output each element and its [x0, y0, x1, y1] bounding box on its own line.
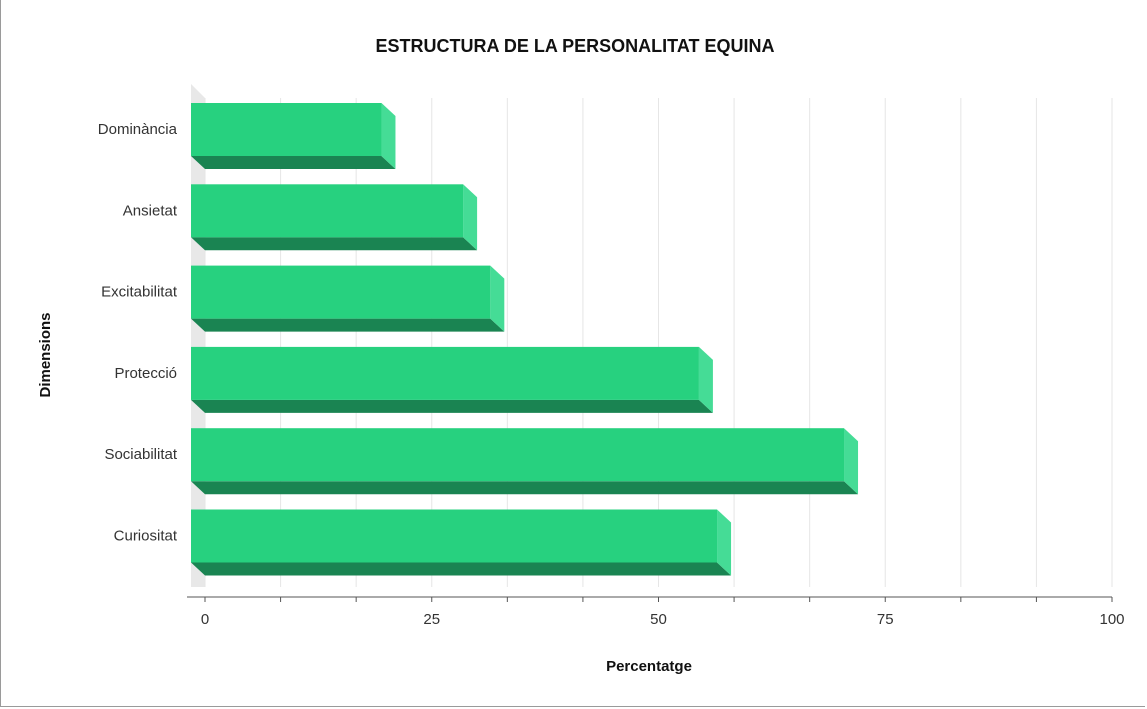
x-tick-label: 25: [423, 611, 440, 628]
bars: [191, 103, 859, 576]
category-labels: Dominància Ansietat Excitabilitat Protecció…: [98, 121, 178, 545]
bar-bottom-face: [191, 237, 478, 251]
x-tick-label: 50: [650, 611, 667, 628]
bar-front-face: [191, 265, 491, 319]
bar-side-face: [490, 265, 505, 332]
bar-bottom-face: [191, 318, 505, 332]
bar: [191, 509, 732, 576]
bar-bottom-face: [191, 562, 732, 576]
bar: [191, 428, 859, 495]
bar: [191, 346, 713, 413]
bar-front-face: [191, 184, 464, 238]
bar-front-face: [191, 103, 382, 156]
x-axis: 0 25 50 75 100: [187, 596, 1125, 628]
y-axis-title: Dimensions: [37, 312, 54, 397]
bar: [191, 103, 396, 169]
bar: [191, 184, 478, 251]
bar-bottom-face: [191, 399, 713, 413]
bar-bottom-face: [191, 481, 859, 495]
x-tick-label: 0: [201, 611, 209, 628]
bar-front-face: [191, 428, 845, 482]
category-label: Sociabilitat: [104, 446, 177, 463]
bar: [191, 265, 505, 332]
bar-bottom-face: [191, 156, 396, 169]
bar-side-face: [717, 509, 732, 576]
bar-side-face: [698, 346, 713, 413]
chart-title: ESTRUCTURA DE LA PERSONALITAT EQUINA: [376, 36, 775, 56]
bar-side-face: [381, 103, 396, 169]
category-label: Excitabilitat: [101, 284, 178, 301]
bar-front-face: [191, 509, 718, 563]
x-axis-title: Percentatge: [606, 658, 692, 675]
x-tick-label: 75: [877, 611, 894, 628]
category-label: Ansietat: [123, 202, 178, 219]
bar-side-face: [844, 428, 859, 495]
category-label: Curiositat: [114, 528, 178, 545]
category-label: Protecció: [114, 365, 177, 382]
category-label: Dominància: [98, 121, 178, 138]
x-tick-label: 100: [1099, 611, 1124, 628]
bar-side-face: [463, 184, 478, 251]
bar-front-face: [191, 346, 699, 400]
